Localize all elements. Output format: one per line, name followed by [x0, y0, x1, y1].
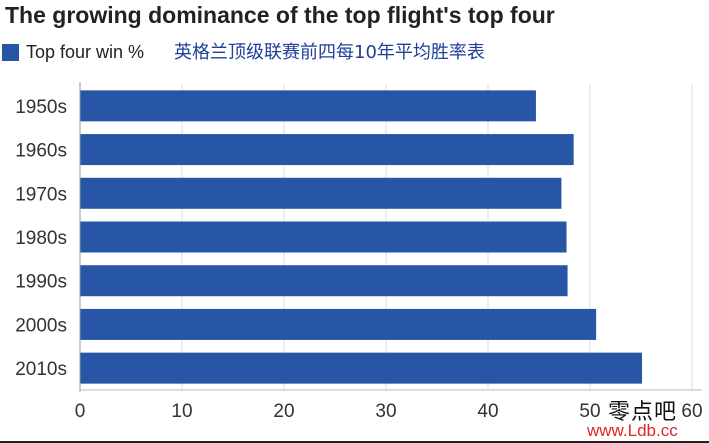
category-label: 2010s	[15, 359, 67, 380]
bar-1980s	[80, 221, 567, 253]
watermark-text: 零点吧	[608, 400, 678, 425]
bar-1990s	[80, 265, 568, 297]
category-label: 1990s	[15, 272, 67, 293]
x-tick-label: 10	[171, 401, 192, 422]
x-tick-label: 40	[477, 401, 498, 422]
category-label: 1960s	[15, 141, 67, 162]
bottom-border	[0, 441, 709, 443]
x-tick-label: 60	[681, 401, 702, 422]
category-label: 1980s	[15, 228, 67, 249]
x-tick-label: 20	[273, 401, 294, 422]
bar-1960s	[80, 134, 574, 166]
x-tick-label: 30	[375, 401, 396, 422]
x-tick-label: 50	[579, 401, 600, 422]
watermark-url: www.Ldb.cc	[587, 421, 678, 440]
legend-swatch	[2, 44, 19, 61]
bar-1950s	[80, 90, 536, 122]
x-tick-label: 0	[75, 401, 86, 422]
legend-label: Top four win %	[26, 42, 145, 62]
chart-title: The growing dominance of the top flight'…	[5, 2, 555, 28]
category-label: 1970s	[15, 184, 67, 205]
chart-subtitle: 英格兰顶级联赛前四每10年平均胜率表	[174, 42, 485, 63]
category-label: 2000s	[15, 315, 67, 336]
category-label: 1950s	[15, 97, 67, 118]
bar-2000s	[80, 308, 597, 340]
bar-2010s	[80, 352, 643, 384]
bar-1970s	[80, 177, 562, 209]
legend: Top four win %	[2, 42, 144, 63]
